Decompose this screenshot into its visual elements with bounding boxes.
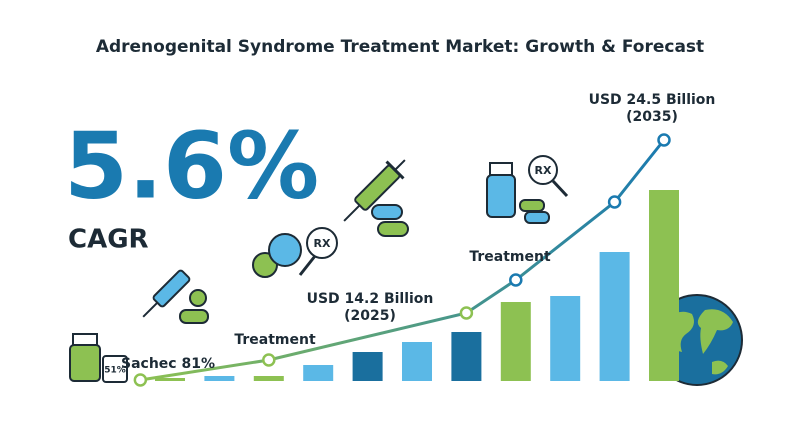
annotation: USD 24.5 Billion — [589, 92, 716, 108]
annotation: Sachec 81% — [121, 356, 215, 372]
pill-icon — [268, 233, 302, 267]
bar — [599, 252, 630, 381]
icon-label: RX — [314, 237, 331, 250]
bottle-icon — [72, 333, 98, 346]
headline: 5.6% — [64, 112, 319, 219]
bar — [352, 352, 383, 381]
annotation: Treatment — [469, 249, 551, 265]
rx-icon — [306, 227, 338, 259]
bar — [204, 376, 235, 381]
annotation: (2035) — [626, 109, 678, 125]
bar — [649, 190, 679, 381]
bottle-icon — [489, 162, 513, 176]
bar — [550, 296, 581, 381]
bar — [402, 342, 432, 381]
line-marker — [262, 353, 276, 367]
line-marker — [133, 373, 148, 387]
pill-icon — [377, 221, 409, 237]
line-marker — [657, 133, 671, 147]
annotation: USD 14.2 Billion — [307, 291, 434, 307]
rx-icon — [298, 255, 317, 276]
pill-icon — [371, 204, 403, 220]
pill-icon — [524, 211, 550, 224]
bottle-icon — [69, 344, 101, 382]
annotation: (2025) — [344, 308, 396, 324]
syringe-icon — [142, 269, 191, 318]
bar — [500, 302, 531, 381]
headline-label: CAGR — [68, 225, 149, 255]
icon-label: 51% — [104, 366, 126, 376]
line-marker — [459, 306, 474, 320]
bar — [303, 365, 334, 381]
pill-icon — [179, 309, 209, 324]
rx-icon — [528, 155, 558, 185]
line-marker — [509, 273, 523, 287]
growth-line — [140, 139, 666, 382]
icon-label: RX — [535, 164, 552, 177]
chart-title: Adrenogenital Syndrome Treatment Market:… — [96, 37, 704, 57]
line-marker — [607, 195, 622, 209]
rx-icon — [551, 179, 569, 198]
bottle-icon — [486, 174, 516, 218]
bottle-icon — [102, 355, 128, 383]
bar — [253, 376, 284, 381]
annotation: Treatment — [234, 332, 316, 348]
pill-icon — [519, 199, 545, 212]
syringe-icon — [343, 159, 406, 222]
pill-icon — [189, 289, 207, 307]
bar — [155, 378, 185, 381]
bar — [451, 332, 482, 381]
